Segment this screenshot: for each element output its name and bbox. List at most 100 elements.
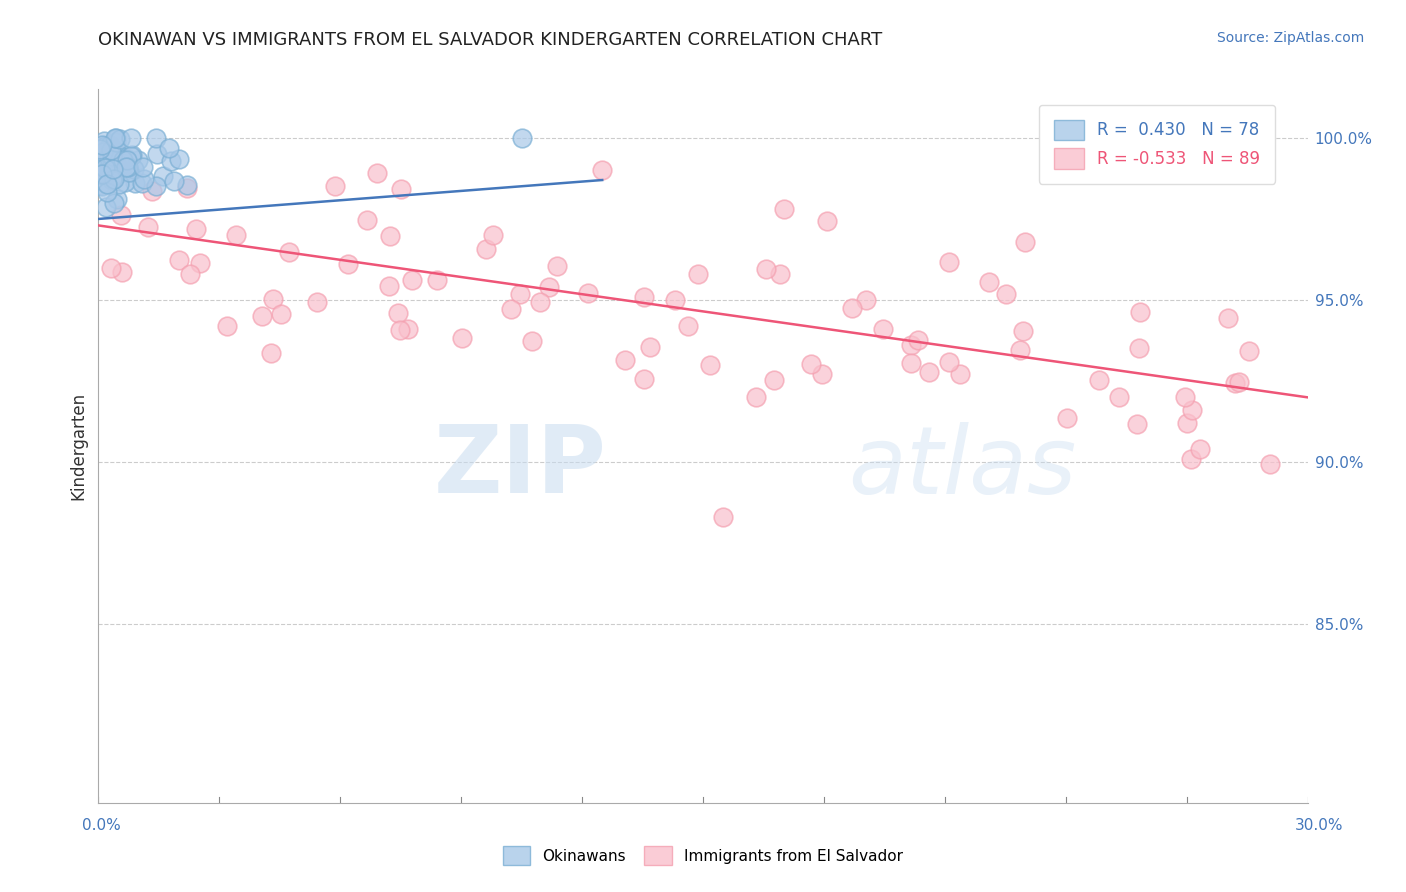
- Point: [89, 147, 111, 161]
- Point: [110, 208, 132, 222]
- Point: [89, 142, 111, 156]
- Point: [938, 354, 960, 368]
- Point: [676, 319, 699, 334]
- Point: [1227, 375, 1250, 389]
- Point: [93, 155, 115, 169]
- Point: [108, 177, 131, 191]
- Point: [105, 192, 128, 206]
- Point: [855, 293, 877, 308]
- Point: [389, 182, 412, 196]
- Point: [122, 162, 145, 177]
- Point: [91, 138, 114, 153]
- Legend: R =  0.430   N = 78, R = -0.533   N = 89: R = 0.430 N = 78, R = -0.533 N = 89: [1039, 104, 1275, 184]
- Point: [450, 331, 472, 345]
- Point: [110, 166, 132, 180]
- Point: [481, 227, 503, 242]
- Point: [1008, 343, 1031, 357]
- Point: [763, 372, 786, 386]
- Point: [103, 195, 125, 210]
- Point: [152, 169, 174, 183]
- Point: [711, 510, 734, 524]
- Point: [387, 305, 409, 319]
- Text: 30.0%: 30.0%: [1295, 818, 1343, 832]
- Point: [396, 322, 419, 336]
- Point: [1216, 311, 1239, 326]
- Point: [918, 365, 941, 379]
- Point: [938, 254, 960, 268]
- Point: [97, 151, 120, 165]
- Point: [1128, 341, 1150, 355]
- Point: [388, 323, 411, 337]
- Point: [169, 252, 191, 267]
- Point: [188, 256, 211, 270]
- Point: [633, 290, 655, 304]
- Point: [176, 178, 198, 193]
- Point: [1012, 324, 1035, 338]
- Point: [120, 149, 142, 163]
- Point: [1189, 442, 1212, 456]
- Point: [591, 163, 613, 178]
- Point: [105, 135, 128, 149]
- Y-axis label: Kindergarten: Kindergarten: [69, 392, 87, 500]
- Point: [664, 293, 686, 307]
- Point: [215, 319, 238, 334]
- Point: [1056, 411, 1078, 425]
- Point: [1126, 417, 1149, 431]
- Point: [260, 345, 283, 359]
- Point: [96, 162, 118, 177]
- Point: [131, 176, 153, 190]
- Point: [380, 228, 402, 243]
- Point: [1223, 376, 1246, 391]
- Point: [425, 273, 447, 287]
- Point: [121, 147, 143, 161]
- Point: [270, 307, 292, 321]
- Point: [98, 138, 121, 153]
- Point: [98, 165, 121, 179]
- Point: [1175, 417, 1198, 431]
- Point: [101, 170, 124, 185]
- Point: [772, 202, 794, 217]
- Point: [100, 260, 122, 275]
- Point: [907, 334, 929, 348]
- Point: [96, 164, 118, 178]
- Point: [163, 174, 186, 188]
- Point: [499, 301, 522, 316]
- Point: [94, 201, 117, 215]
- Text: Source: ZipAtlas.com: Source: ZipAtlas.com: [1216, 31, 1364, 45]
- Point: [124, 176, 146, 190]
- Point: [769, 267, 792, 281]
- Point: [118, 165, 141, 179]
- Point: [103, 169, 125, 184]
- Point: [755, 261, 778, 276]
- Point: [91, 145, 114, 159]
- Point: [100, 143, 122, 157]
- Point: [176, 180, 198, 194]
- Point: [699, 358, 721, 372]
- Point: [1129, 304, 1152, 318]
- Point: [157, 141, 180, 155]
- Point: [101, 149, 124, 163]
- Point: [509, 287, 531, 301]
- Point: [115, 153, 138, 167]
- Point: [686, 267, 709, 281]
- Text: ZIP: ZIP: [433, 421, 606, 514]
- Point: [89, 178, 111, 192]
- Text: atlas: atlas: [848, 422, 1077, 513]
- Point: [252, 310, 274, 324]
- Point: [115, 160, 138, 174]
- Point: [160, 153, 183, 168]
- Point: [522, 334, 544, 348]
- Point: [1108, 391, 1130, 405]
- Point: [278, 244, 301, 259]
- Point: [1174, 390, 1197, 404]
- Point: [117, 160, 139, 174]
- Point: [96, 177, 118, 191]
- Point: [98, 145, 121, 160]
- Point: [1180, 452, 1202, 467]
- Point: [100, 149, 122, 163]
- Point: [979, 275, 1001, 289]
- Point: [529, 294, 551, 309]
- Point: [103, 131, 125, 145]
- Point: [96, 185, 118, 199]
- Point: [169, 152, 191, 166]
